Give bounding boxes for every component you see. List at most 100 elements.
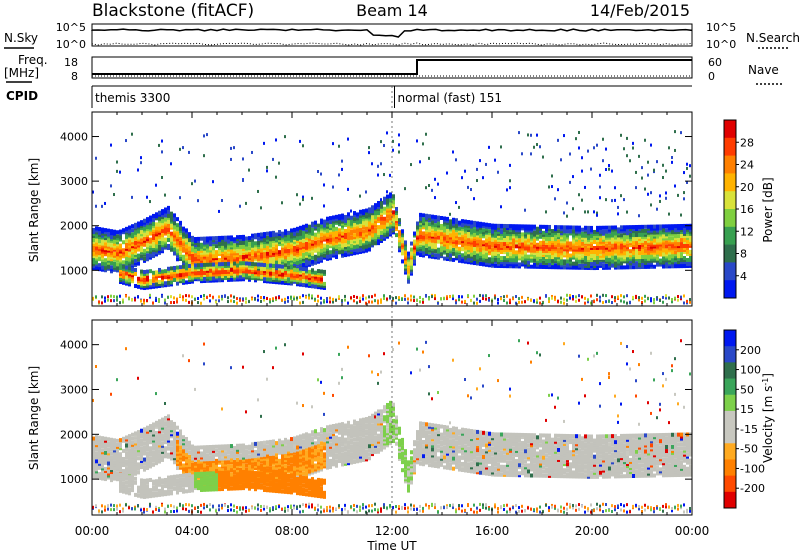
velocity-cell — [122, 456, 125, 461]
power-cell — [518, 238, 521, 243]
power-cell — [419, 212, 422, 217]
power-cell — [575, 247, 578, 252]
power-cell — [635, 265, 638, 270]
power-cell — [212, 248, 215, 253]
power-cell — [125, 139, 127, 143]
power-cell — [446, 295, 448, 299]
power-cell — [293, 269, 296, 274]
power-cell — [368, 207, 371, 212]
power-cell — [167, 231, 170, 236]
power-cell — [593, 254, 596, 259]
power-cell — [437, 231, 440, 236]
power-cell — [689, 241, 692, 246]
velocity-cell — [119, 470, 122, 475]
power-cell — [527, 226, 530, 231]
power-cell — [548, 224, 551, 229]
power-cell — [164, 231, 167, 236]
power-cell — [281, 247, 284, 252]
velocity-cell — [122, 487, 125, 492]
power-cell — [431, 250, 434, 255]
power-cell — [653, 242, 656, 247]
power-cell — [443, 238, 446, 243]
power-cell — [428, 248, 431, 253]
power-cell — [515, 252, 518, 257]
power-cell — [359, 239, 362, 244]
power-cell — [125, 294, 127, 298]
power-cell — [419, 295, 421, 299]
power-cell — [386, 131, 388, 135]
power-cell — [203, 256, 206, 261]
power-cell — [593, 266, 596, 271]
power-cell — [536, 228, 539, 233]
power-cell — [686, 180, 688, 184]
power-cell — [467, 226, 470, 231]
power-cell — [554, 237, 557, 242]
power-cell — [470, 244, 473, 249]
power-cell — [596, 237, 599, 242]
power-cell — [575, 137, 577, 141]
power-cell — [170, 245, 173, 250]
power-cell — [488, 237, 491, 242]
power-cell — [593, 229, 596, 234]
power-cell — [206, 268, 209, 273]
power-cell — [557, 253, 560, 258]
power-cell — [611, 227, 614, 232]
power-cell — [161, 213, 164, 218]
power-cell — [221, 241, 224, 246]
power-cell — [173, 249, 176, 254]
power-cell — [239, 245, 242, 250]
power-cell — [464, 237, 467, 242]
power-cell — [152, 213, 155, 218]
power-cell — [341, 217, 344, 222]
power-cell — [263, 267, 266, 272]
velocity-cell — [110, 503, 112, 507]
power-cell — [392, 196, 395, 201]
power-cell — [419, 224, 422, 229]
power-cell — [179, 246, 182, 251]
power-cell — [476, 223, 479, 228]
power-cell — [332, 249, 335, 254]
power-cell — [539, 250, 542, 255]
power-cell — [287, 240, 290, 245]
power-cell — [293, 249, 296, 254]
power-cell — [254, 262, 257, 267]
velocity-cell — [110, 464, 113, 469]
power-cell — [506, 232, 509, 237]
power-cell — [584, 263, 587, 268]
power-cell — [560, 255, 563, 260]
power-cell — [287, 267, 290, 272]
power-cell — [335, 220, 338, 225]
power-cell — [236, 297, 238, 301]
power-cell — [140, 222, 143, 227]
power-cell — [623, 231, 626, 236]
power-cell — [104, 299, 106, 303]
power-cell — [485, 294, 487, 298]
power-cell — [383, 206, 386, 211]
power-cell — [659, 224, 662, 229]
power-cell — [290, 246, 293, 251]
power-cell — [497, 170, 499, 174]
power-cell — [647, 297, 649, 301]
power-cell — [260, 268, 263, 273]
power-cell — [641, 258, 644, 263]
power-cell — [257, 276, 260, 281]
power-cell — [143, 248, 146, 253]
power-cell — [344, 249, 347, 254]
power-cell — [632, 259, 635, 264]
power-cell — [614, 261, 617, 266]
velocity-cell — [116, 378, 118, 382]
power-cell — [551, 261, 554, 266]
power-cell — [599, 225, 602, 230]
power-cell — [227, 277, 230, 282]
power-cell — [113, 295, 115, 299]
power-cell — [569, 257, 572, 262]
power-cell — [206, 238, 209, 243]
power-cell — [620, 247, 623, 252]
power-cell — [317, 170, 319, 174]
velocity-cell — [122, 481, 125, 486]
power-cell — [551, 229, 554, 234]
power-cell — [572, 229, 575, 234]
power-cell — [509, 258, 512, 263]
power-cell — [293, 271, 296, 276]
power-cell — [527, 228, 530, 233]
